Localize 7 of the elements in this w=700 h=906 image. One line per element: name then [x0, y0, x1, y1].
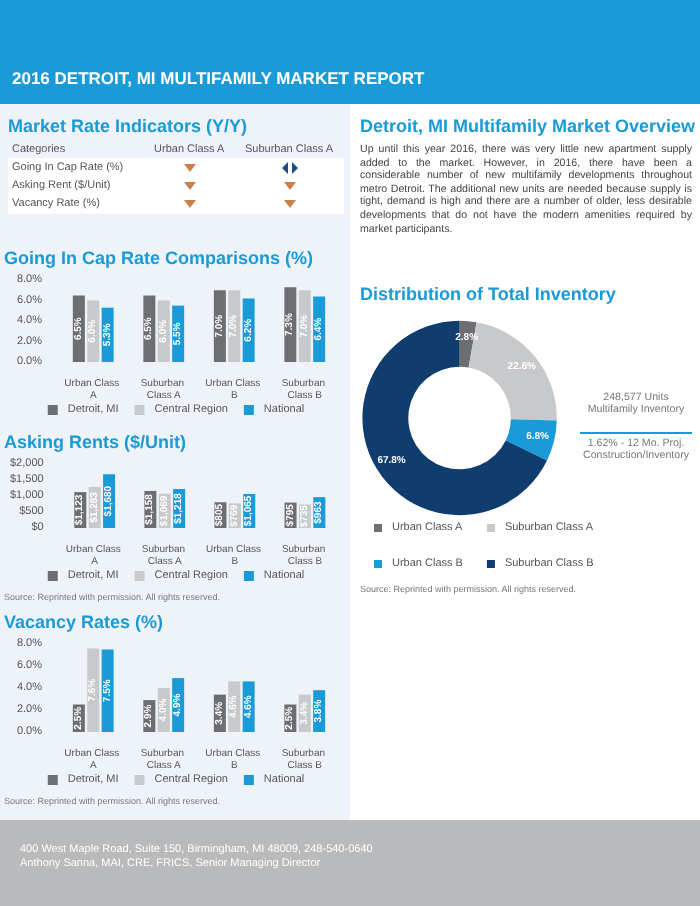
text: Market Rate Indicators (Y/Y)	[8, 116, 250, 136]
text: 2016 DETROIT, MI MULTIFAMILY MARKET REPORT	[12, 68, 425, 88]
text: Detroit, MI Multifamily Market Overview	[360, 116, 696, 136]
chart-title: Going In Cap Rate Comparisons (%)	[4, 248, 316, 268]
chart-title: Asking Rents ($/Unit)	[4, 432, 189, 452]
chart-title: Vacancy Rates (%)	[4, 612, 166, 632]
chart-title: Distribution of Total Inventory	[360, 284, 618, 304]
